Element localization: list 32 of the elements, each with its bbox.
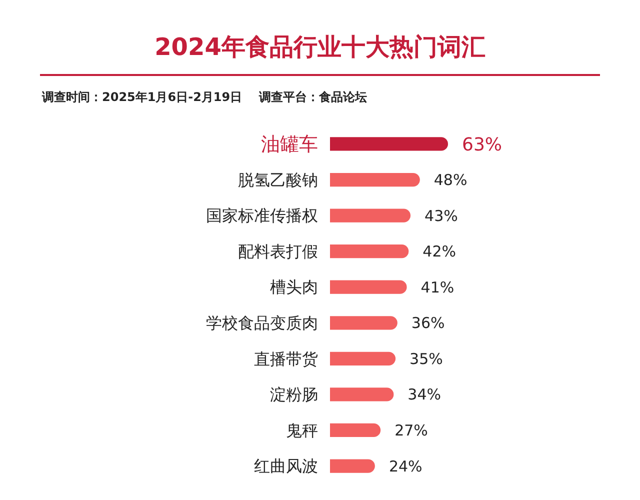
data-label: 41% — [420, 278, 454, 296]
data-label: 43% — [424, 206, 458, 225]
y-tick-label: 油罐车 — [261, 134, 318, 156]
y-tick-label: 直播带货 — [254, 349, 318, 368]
bar — [330, 172, 420, 187]
y-tick-label: 鬼秤 — [286, 420, 318, 440]
y-tick-label: 淀粉肠 — [270, 385, 318, 404]
bar — [330, 137, 448, 151]
data-label: 34% — [408, 386, 442, 404]
chart-title: 2024年食品行业十大热门词汇 — [154, 33, 486, 61]
data-label: 24% — [388, 457, 422, 476]
data-label: 35% — [410, 350, 443, 368]
y-tick-label: 槽头肉 — [270, 278, 318, 297]
y-tick-label: 红曲风波 — [254, 456, 318, 476]
y-tick-label: 配料表打假 — [238, 242, 318, 261]
bar — [330, 244, 409, 258]
bar — [330, 208, 411, 222]
text: 调查时间：2025年1月6日-2月19日 调查平台：食品论坛 — [41, 90, 367, 104]
bar — [330, 423, 381, 438]
y-tick-label: 国家标准传播权 — [206, 206, 318, 226]
bar — [330, 459, 375, 473]
data-label: 48% — [434, 171, 468, 190]
bar — [330, 316, 398, 330]
data-label: 42% — [422, 242, 456, 261]
y-tick-label: 学校食品变质肉 — [206, 313, 318, 332]
data-label: 63% — [462, 134, 502, 156]
bar — [330, 388, 394, 402]
data-label: 36% — [411, 314, 445, 332]
bar — [330, 352, 396, 366]
y-tick-label: 脱氢乙酸钠 — [238, 170, 318, 190]
bar — [330, 280, 407, 294]
data-label: 27% — [394, 421, 428, 440]
